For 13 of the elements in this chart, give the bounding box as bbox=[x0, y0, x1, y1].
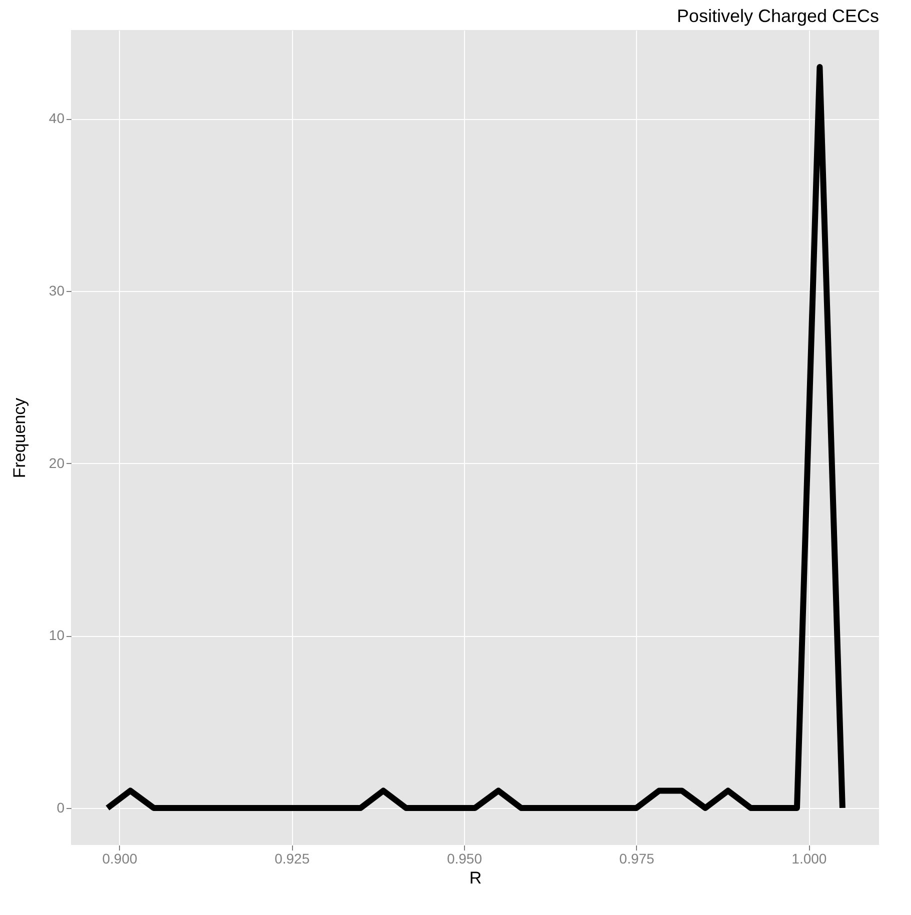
x-tick-label: 0.900 bbox=[102, 850, 138, 866]
x-tick-label: 0.950 bbox=[446, 850, 482, 866]
x-tick-label: 1.000 bbox=[792, 850, 827, 866]
x-tick-label: 0.975 bbox=[619, 850, 655, 866]
y-tick-label: 10 bbox=[48, 627, 65, 644]
x-tick-label: 0.925 bbox=[274, 850, 310, 866]
chart-title: Positively Charged CECs bbox=[676, 6, 879, 26]
y-tick-label: 20 bbox=[48, 454, 65, 471]
y-tick-label: 30 bbox=[48, 282, 65, 299]
x-axis-title: R bbox=[469, 868, 482, 888]
y-axis-title: Frequency bbox=[10, 397, 29, 478]
y-tick-label: 0 bbox=[56, 799, 65, 816]
y-tick-label: 40 bbox=[48, 110, 65, 126]
